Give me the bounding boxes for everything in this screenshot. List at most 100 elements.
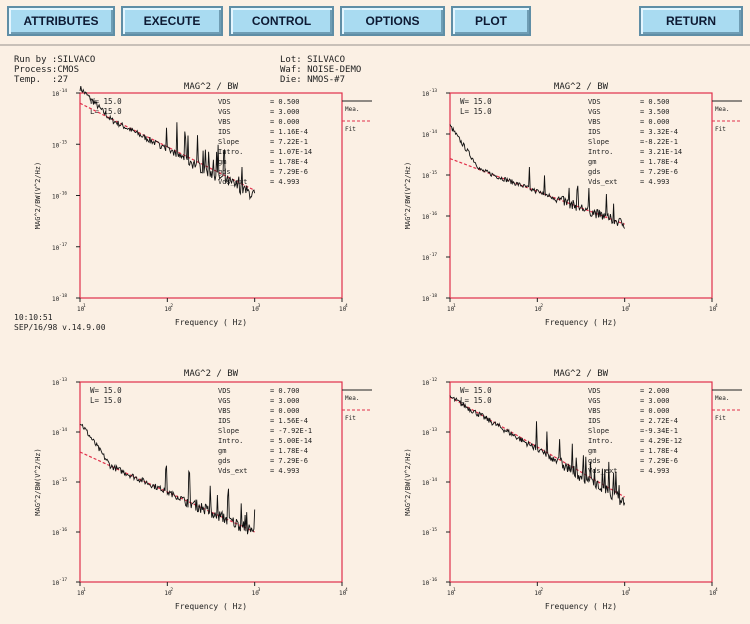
y-tick-exponent: -14	[429, 129, 437, 135]
wafer-text: Waf: NOISE-DEMO	[280, 65, 362, 75]
plot-title: MAG^2 / BW	[184, 369, 239, 379]
y-tick-label: 10	[422, 480, 430, 487]
param-value: =-8.22E-1	[640, 138, 678, 146]
param-value: = 3.21E-14	[640, 148, 682, 156]
param-value: = 4.29E-12	[640, 437, 682, 445]
x-axis-label: Frequency ( Hz)	[175, 318, 247, 327]
param-value: = 1.07E-14	[270, 148, 312, 156]
timestamp-text: 10:10:51	[14, 313, 53, 322]
x-tick-exponent: 2	[170, 587, 173, 593]
x-tick-exponent: 3	[258, 303, 261, 309]
param-name: gm	[218, 447, 226, 455]
param-name: Vds_ext	[218, 467, 248, 475]
plot-frame	[79, 92, 343, 299]
param-value: = 4.993	[270, 178, 300, 186]
param-length: L= 15.0	[90, 396, 122, 405]
measured-trace	[79, 86, 256, 201]
y-tick-label: 10	[422, 214, 430, 221]
param-value: = 7.22E-1	[270, 138, 308, 146]
x-tick-exponent: 4	[345, 303, 348, 309]
x-tick-exponent: 4	[715, 587, 718, 593]
plot-title: MAG^2 / BW	[554, 82, 609, 92]
param-value: = 7.29E-6	[640, 457, 678, 465]
param-value: = 0.500	[640, 98, 670, 106]
attributes-button[interactable]: ATTRIBUTES	[7, 6, 115, 36]
param-name: Intro.	[588, 148, 613, 156]
die-text: Die: NMOS-#7	[280, 75, 346, 85]
execute-button[interactable]: EXECUTE	[121, 6, 223, 36]
y-tick-exponent: -16	[429, 577, 437, 583]
param-value: = 7.29E-6	[640, 168, 678, 176]
y-tick-exponent: -13	[429, 427, 437, 433]
param-value: = 2.72E-4	[640, 417, 678, 425]
measured-trace	[449, 124, 626, 229]
x-tick-label: 10	[164, 306, 172, 313]
y-tick-label: 10	[422, 430, 430, 437]
run-by-text: Run by :SILVACO	[14, 55, 96, 65]
param-value: = 1.16E-4	[270, 128, 308, 136]
param-value: = 0.700	[270, 387, 300, 395]
param-name: VBS	[218, 118, 231, 126]
param-name: VDS	[218, 387, 231, 395]
param-value: = 1.56E-4	[270, 417, 308, 425]
plot-title: MAG^2 / BW	[554, 369, 609, 379]
param-value: = 3.000	[270, 397, 300, 405]
y-tick-label: 10	[422, 132, 430, 139]
toolbar: ATTRIBUTES EXECUTE CONTROL OPTIONS PLOT …	[0, 0, 750, 46]
y-tick-label: 10	[422, 255, 430, 262]
y-tick-label: 10	[52, 245, 60, 252]
param-value: = 3.32E-4	[640, 128, 678, 136]
y-tick-label: 10	[52, 530, 60, 537]
param-value: = 1.78E-4	[640, 158, 678, 166]
param-value: = 4.993	[640, 178, 670, 186]
param-name: Intro.	[218, 148, 243, 156]
param-name: IDS	[218, 128, 231, 136]
param-value: = 0.500	[270, 98, 300, 106]
param-value: = 0.000	[270, 407, 300, 415]
y-tick-label: 10	[52, 194, 60, 201]
param-name: Intro.	[218, 437, 243, 445]
y-tick-label: 10	[422, 91, 430, 98]
param-name: VDS	[218, 98, 231, 106]
y-tick-exponent: -18	[429, 293, 437, 299]
lot-text: Lot: SILVACO	[280, 55, 346, 65]
y-tick-exponent: -15	[59, 139, 67, 145]
x-tick-label: 10	[339, 306, 347, 313]
param-value: = 3.000	[640, 397, 670, 405]
x-tick-exponent: 2	[540, 303, 543, 309]
param-value: = 4.993	[640, 467, 670, 475]
y-axis-label: MAG^2/BW(V^2/Hz)	[404, 448, 412, 515]
param-name: IDS	[218, 417, 231, 425]
y-tick-label: 10	[422, 296, 430, 303]
legend-measured-label: Mea.	[715, 106, 729, 113]
param-name: gds	[218, 168, 231, 176]
param-name: VBS	[218, 407, 231, 415]
y-tick-exponent: -13	[59, 377, 67, 383]
x-tick-label: 10	[709, 590, 717, 597]
options-button[interactable]: OPTIONS	[340, 6, 445, 36]
y-tick-label: 10	[52, 91, 60, 98]
param-name: Slope	[588, 138, 609, 146]
y-tick-exponent: -15	[429, 527, 437, 533]
legend-fit-label: Fit	[345, 126, 356, 133]
x-tick-exponent: 2	[170, 303, 173, 309]
param-name: gm	[588, 447, 596, 455]
param-name: Vds_ext	[588, 467, 618, 475]
x-tick-exponent: 1	[83, 303, 86, 309]
plot-frame	[449, 381, 713, 583]
y-tick-exponent: -16	[59, 191, 67, 197]
param-value: = 1.78E-4	[270, 447, 308, 455]
legend-fit-label: Fit	[345, 415, 356, 422]
plot-button[interactable]: PLOT	[451, 6, 531, 36]
temp-text: Temp. :27	[14, 75, 69, 85]
return-button[interactable]: RETURN	[639, 6, 743, 36]
fit-line	[79, 102, 255, 191]
control-button[interactable]: CONTROL	[229, 6, 334, 36]
y-tick-exponent: -18	[59, 293, 67, 299]
x-tick-exponent: 3	[628, 303, 631, 309]
param-name: VGS	[218, 108, 231, 116]
param-name: Slope	[588, 427, 609, 435]
x-tick-label: 10	[622, 306, 630, 313]
param-value: = 0.000	[270, 118, 300, 126]
